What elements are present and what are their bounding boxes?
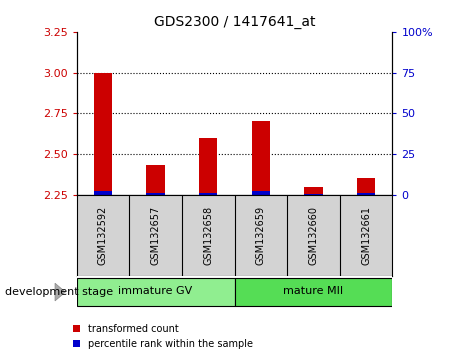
Polygon shape <box>55 283 65 301</box>
Text: development stage: development stage <box>5 287 113 297</box>
Title: GDS2300 / 1417641_at: GDS2300 / 1417641_at <box>154 16 315 29</box>
Bar <box>94 73 112 195</box>
Text: GSM132657: GSM132657 <box>151 206 161 265</box>
Bar <box>304 187 322 195</box>
Text: mature MII: mature MII <box>283 286 344 296</box>
Bar <box>77 278 235 306</box>
Bar <box>94 190 112 195</box>
Bar <box>252 121 270 195</box>
Bar <box>357 193 375 195</box>
Bar <box>252 191 270 195</box>
Bar <box>199 193 217 195</box>
Bar <box>147 165 165 195</box>
Text: GSM132592: GSM132592 <box>98 206 108 265</box>
Text: immature GV: immature GV <box>119 286 193 296</box>
Text: GSM132659: GSM132659 <box>256 206 266 265</box>
Text: GSM132661: GSM132661 <box>361 206 371 265</box>
Text: GSM132660: GSM132660 <box>308 206 318 265</box>
Bar <box>235 278 392 306</box>
Bar <box>199 138 217 195</box>
Bar <box>147 193 165 195</box>
Bar <box>357 178 375 195</box>
Legend: transformed count, percentile rank within the sample: transformed count, percentile rank withi… <box>73 324 253 349</box>
Text: GSM132658: GSM132658 <box>203 206 213 265</box>
